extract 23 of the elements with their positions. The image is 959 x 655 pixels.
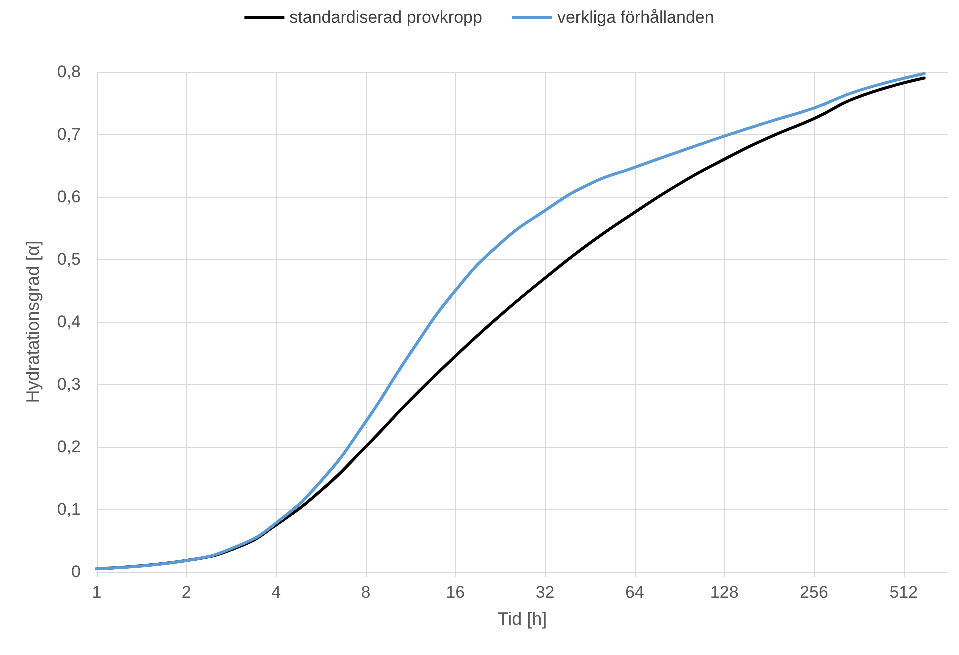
y-tick-label: 0,6 xyxy=(57,188,81,206)
y-tick-label: 0,8 xyxy=(57,62,81,82)
y-tick-label: 0 xyxy=(72,562,81,582)
x-tick-label: 256 xyxy=(800,583,828,602)
y-tick-label: 0,7 xyxy=(57,125,81,144)
x-tick-label: 8 xyxy=(361,583,371,602)
y-tick-label: 0,1 xyxy=(57,500,81,519)
x-tick-label: 64 xyxy=(625,583,644,602)
legend-label: standardiserad provkropp xyxy=(290,8,482,27)
legend-label: verkliga förhållanden xyxy=(557,8,714,27)
x-tick-label: 4 xyxy=(272,583,282,602)
y-tick-label: 0,4 xyxy=(57,312,81,332)
x-axis-title: Tid [h] xyxy=(498,609,548,629)
y-axis-title: Hydratationsgrad [α] xyxy=(23,240,43,404)
x-tick-label: 1 xyxy=(92,583,102,602)
x-tick-label: 32 xyxy=(536,583,555,602)
y-tick-label: 0,5 xyxy=(57,250,81,269)
x-tick-label: 512 xyxy=(890,583,918,602)
y-tick-label: 0,3 xyxy=(57,375,81,394)
y-tick-label: 0,2 xyxy=(57,438,81,456)
x-tick-label: 2 xyxy=(182,583,192,602)
x-tick-label: 16 xyxy=(446,583,466,602)
x-tick-label: 128 xyxy=(710,583,739,602)
